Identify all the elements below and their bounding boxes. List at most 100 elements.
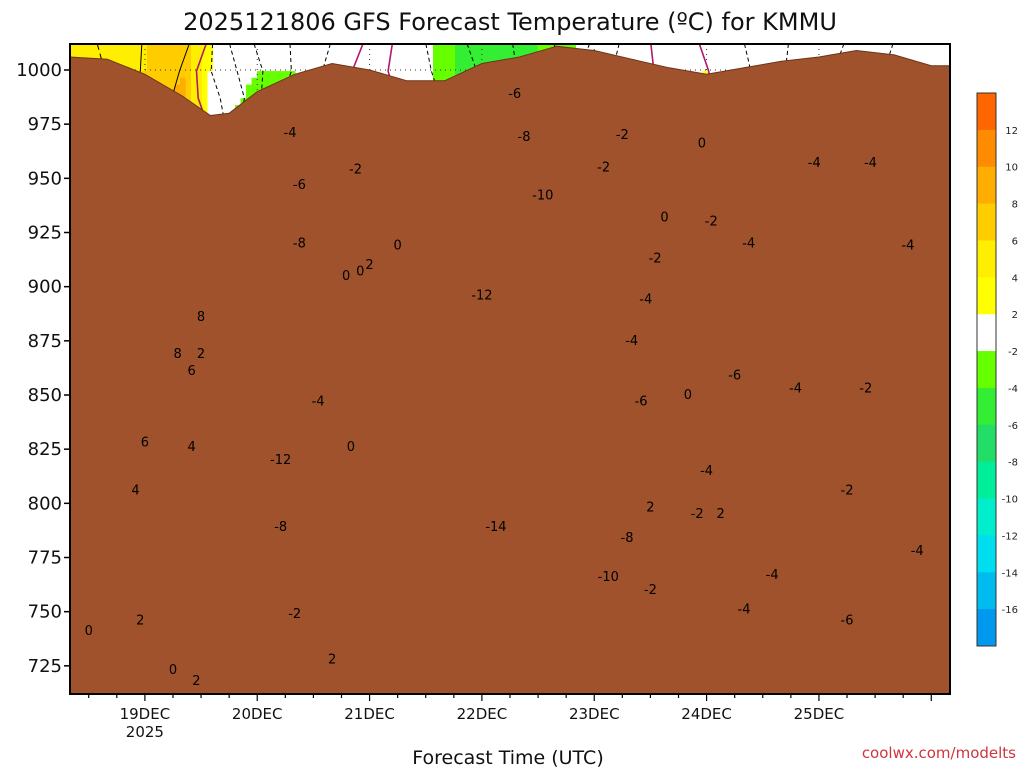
temperature-cell xyxy=(218,91,225,99)
temperature-cell xyxy=(724,64,731,72)
temperature-cell xyxy=(301,64,308,72)
temperature-cell xyxy=(592,44,599,52)
temperature-cell xyxy=(202,64,209,72)
temperature-cell xyxy=(361,44,368,52)
temperature-cell xyxy=(653,57,660,65)
temperature-cell xyxy=(686,44,693,52)
temperature-cell xyxy=(323,44,330,52)
temperature-cell xyxy=(114,44,121,52)
temperature-cell xyxy=(576,44,583,52)
temperature-cell xyxy=(856,44,863,52)
temperature-cell xyxy=(152,64,159,72)
temperature-cell xyxy=(345,44,352,52)
temperature-cell xyxy=(180,64,187,72)
temperature-cell xyxy=(229,77,236,86)
temperature-cell xyxy=(807,50,814,59)
temperature-cell xyxy=(746,57,753,65)
temperature-cell xyxy=(251,64,258,72)
temperature-cell xyxy=(174,77,181,86)
temperature-cell xyxy=(405,50,412,59)
temperature-cell xyxy=(218,44,225,52)
temperature-cell xyxy=(400,57,407,65)
temperature-cell xyxy=(895,44,902,52)
temperature-cell xyxy=(422,50,429,59)
temperature-cell xyxy=(394,71,401,79)
temperature-cell xyxy=(229,104,236,113)
temperature-cell xyxy=(488,44,495,52)
temperature-cell xyxy=(279,64,286,72)
temperature-cell xyxy=(136,50,143,59)
temperature-cell xyxy=(499,44,506,52)
temperature-cell xyxy=(185,50,192,59)
temperature-cell xyxy=(251,84,258,92)
temperature-cell xyxy=(185,71,192,79)
temperature-cell xyxy=(383,57,390,65)
temperature-cell xyxy=(235,44,242,52)
temperature-cell xyxy=(433,50,440,59)
temperature-cell xyxy=(823,44,830,52)
temperature-cell xyxy=(719,57,726,65)
temperature-cell xyxy=(460,50,467,59)
temperature-cell xyxy=(889,44,896,52)
temperature-cell xyxy=(774,57,781,65)
temperature-cell xyxy=(158,64,165,72)
temperature-cell xyxy=(191,44,198,52)
temperature-cell xyxy=(246,91,253,99)
temperature-cell xyxy=(790,50,797,59)
temperature-cell xyxy=(240,71,247,79)
temperature-cell xyxy=(801,44,808,52)
temperature-cell xyxy=(933,50,940,59)
temperature-cell xyxy=(383,50,390,59)
temperature-cell xyxy=(191,50,198,59)
temperature-cell xyxy=(675,64,682,72)
temperature-cell xyxy=(378,57,385,65)
temperature-cell xyxy=(114,57,121,65)
temperature-cell xyxy=(147,64,154,72)
temperature-cell xyxy=(378,50,385,59)
temperature-cell xyxy=(367,44,374,52)
temperature-cell xyxy=(229,98,236,106)
temperature-cell xyxy=(790,44,797,52)
temperature-cell xyxy=(268,57,275,65)
temperature-cell xyxy=(251,57,258,65)
temperature-cell xyxy=(312,44,319,52)
temperature-cell xyxy=(928,44,935,52)
temperature-cell xyxy=(680,64,687,72)
temperature-cell xyxy=(141,64,148,72)
temperature-cell xyxy=(86,50,93,59)
temperature-cell xyxy=(669,44,676,52)
temperature-cell xyxy=(218,77,225,86)
temperature-cell xyxy=(477,44,484,52)
temperature-cell xyxy=(130,57,137,65)
temperature-cell xyxy=(702,64,709,72)
temperature-cell xyxy=(229,84,236,92)
temperature-cell xyxy=(240,84,247,92)
temperature-cell xyxy=(180,84,187,92)
temperature-cell xyxy=(697,57,704,65)
temperature-cell xyxy=(317,50,324,59)
temperature-cell xyxy=(488,50,495,59)
temperature-cell xyxy=(213,64,220,72)
temperature-cell xyxy=(92,44,99,52)
temperature-cell xyxy=(213,44,220,52)
temperature-cell xyxy=(224,104,231,113)
temperature-cell xyxy=(295,44,302,52)
temperature-cell xyxy=(389,64,396,72)
temperature-cell xyxy=(273,44,280,52)
temperature-cell xyxy=(460,44,467,52)
temperature-cell xyxy=(394,64,401,72)
temperature-cell xyxy=(741,57,748,65)
temperature-cell xyxy=(405,64,412,72)
temperature-cell xyxy=(389,71,396,79)
temperature-cell xyxy=(922,44,929,52)
temperature-cell xyxy=(686,57,693,65)
temperature-cell xyxy=(218,84,225,92)
temperature-cell xyxy=(125,50,132,59)
temperature-cell xyxy=(114,50,121,59)
temperature-cell xyxy=(460,64,467,72)
temperature-cell xyxy=(741,44,748,52)
temperature-cell xyxy=(917,57,924,65)
temperature-cell xyxy=(257,44,264,52)
temperature-cell xyxy=(279,50,286,59)
